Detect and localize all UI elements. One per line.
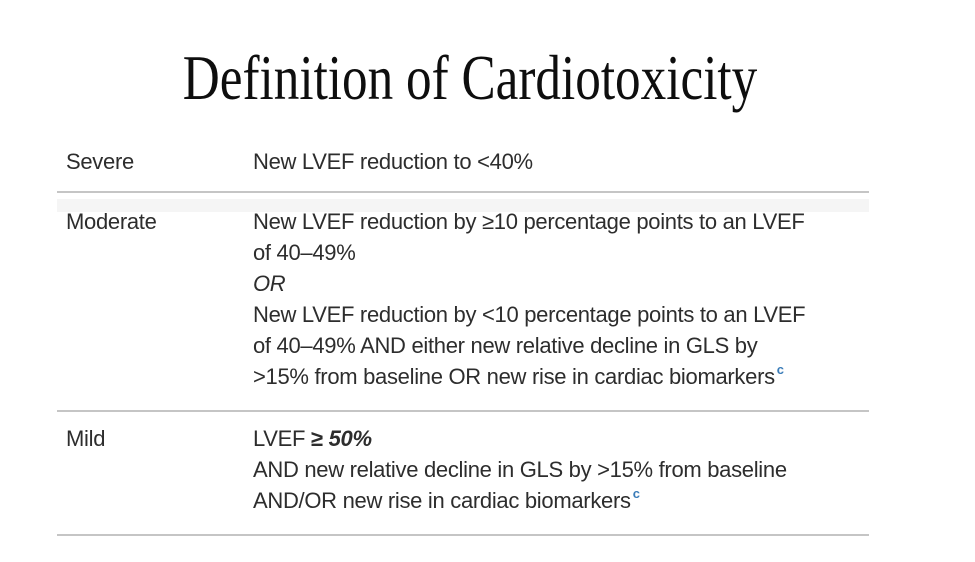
text-segment: New LVEF reduction by <10 percentage poi… [253, 302, 806, 327]
definition-text-severe: New LVEF reduction to <40% [253, 146, 869, 177]
table-row-mild: Mild LVEF ≥ 50% AND new relative decline i… [57, 412, 869, 536]
text-segment: ≥ [311, 426, 329, 451]
text-segment: >15% from baseline OR new rise in cardia… [253, 364, 775, 389]
definition-line: New LVEF reduction to <40% [253, 146, 869, 177]
text-segment: 50% [328, 426, 372, 451]
definition-line: of 40–49% [253, 237, 869, 268]
definition-line: OR [253, 268, 869, 299]
definition-line: New LVEF reduction by ≥10 percentage poi… [253, 206, 869, 237]
severity-label-moderate: Moderate [66, 209, 157, 234]
table-row-moderate: Moderate New LVEF reduction by ≥10 percen… [57, 193, 869, 412]
definition-line: LVEF ≥ 50% [253, 423, 869, 454]
text-segment: of 40–49% [253, 240, 356, 265]
definition-line: AND new relative decline in GLS by >15% … [253, 454, 869, 485]
table-row-severe: Severe New LVEF reduction to <40% [57, 140, 869, 193]
definition-line: New LVEF reduction by <10 percentage poi… [253, 299, 869, 330]
text-segment: of 40–49% AND either new relative declin… [253, 333, 758, 358]
text-segment: AND new relative decline in GLS by >15% … [253, 457, 787, 482]
page-title: Definition of Cardiotoxicity [182, 42, 758, 113]
definition-text-mild: LVEF ≥ 50% AND new relative decline in GL… [253, 423, 869, 519]
text-segment: New LVEF reduction by ≥10 percentage poi… [253, 209, 805, 234]
footnote-marker: c [776, 362, 785, 377]
definition-line: AND/OR new rise in cardiac biomarkers c [253, 485, 869, 519]
definition-table: Severe New LVEF reduction to <40% Moderate… [57, 140, 869, 536]
text-segment: OR [253, 271, 286, 296]
text-segment: LVEF [253, 426, 312, 451]
definition-text-moderate: New LVEF reduction by ≥10 percentage poi… [253, 206, 869, 395]
text-segment: New LVEF reduction to <40% [253, 149, 533, 174]
text-segment: AND/OR new rise in cardiac biomarkers [253, 488, 631, 513]
definition-line: of 40–49% AND either new relative declin… [253, 330, 869, 361]
severity-label-mild: Mild [66, 426, 106, 451]
footnote-marker: c [632, 486, 640, 501]
row-tint-band [57, 199, 869, 212]
definition-line: >15% from baseline OR new rise in cardia… [253, 361, 869, 395]
severity-label-severe: Severe [66, 149, 134, 174]
